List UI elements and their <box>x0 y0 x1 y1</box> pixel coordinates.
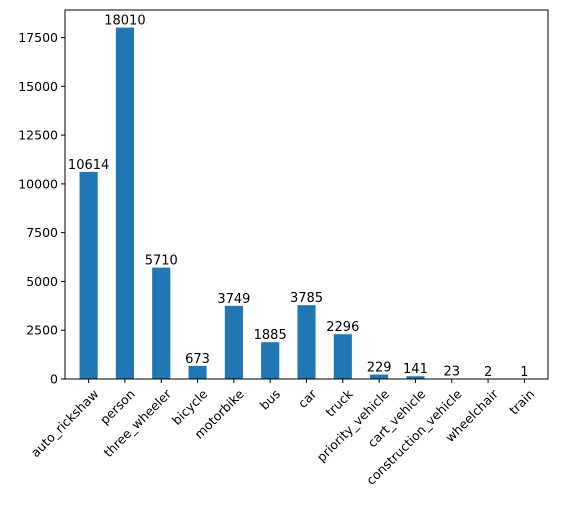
y-tick-label: 12500 <box>18 128 58 143</box>
data-label-construction_vehicle: 23 <box>443 365 460 380</box>
y-tick-label: 10000 <box>18 176 58 191</box>
data-label-wheelchair: 2 <box>484 365 492 380</box>
bar-car <box>297 305 316 379</box>
bar-bicycle <box>188 365 207 379</box>
data-label-train: 1 <box>520 365 528 380</box>
data-label-priority_vehicle: 229 <box>367 361 392 376</box>
y-tick-label: 5000 <box>26 274 58 289</box>
y-tick-label: 17500 <box>18 30 58 45</box>
bars-group <box>79 27 534 380</box>
bar-person <box>115 27 134 380</box>
y-tick-label: 2500 <box>26 323 58 338</box>
bar-truck <box>333 334 352 379</box>
y-tick-label: 7500 <box>26 225 58 240</box>
y-tick-label: 0 <box>50 372 58 387</box>
y-tick-label: 15000 <box>18 79 58 94</box>
bar-motorbike <box>224 305 243 379</box>
bar-cart_vehicle <box>406 376 425 379</box>
bar-three_wheeler <box>152 267 171 379</box>
data-label-person: 18010 <box>104 14 145 29</box>
data-label-cart_vehicle: 141 <box>403 362 428 377</box>
data-label-car: 3785 <box>290 291 323 306</box>
data-label-motorbike: 3749 <box>217 292 250 307</box>
data-label-bicycle: 673 <box>185 352 210 367</box>
bar-auto_rickshaw <box>79 171 98 379</box>
plot-frame <box>64 9 549 380</box>
data-label-auto_rickshaw: 10614 <box>68 158 109 173</box>
bar-bus <box>261 342 280 379</box>
data-label-truck: 2296 <box>326 320 359 335</box>
data-label-bus: 1885 <box>254 328 287 343</box>
bar-priority_vehicle <box>370 374 389 379</box>
y-axis: 0 2500 5000 7500 10000 12500 15000 17500 <box>18 30 65 387</box>
data-label-three_wheeler: 5710 <box>145 254 178 269</box>
